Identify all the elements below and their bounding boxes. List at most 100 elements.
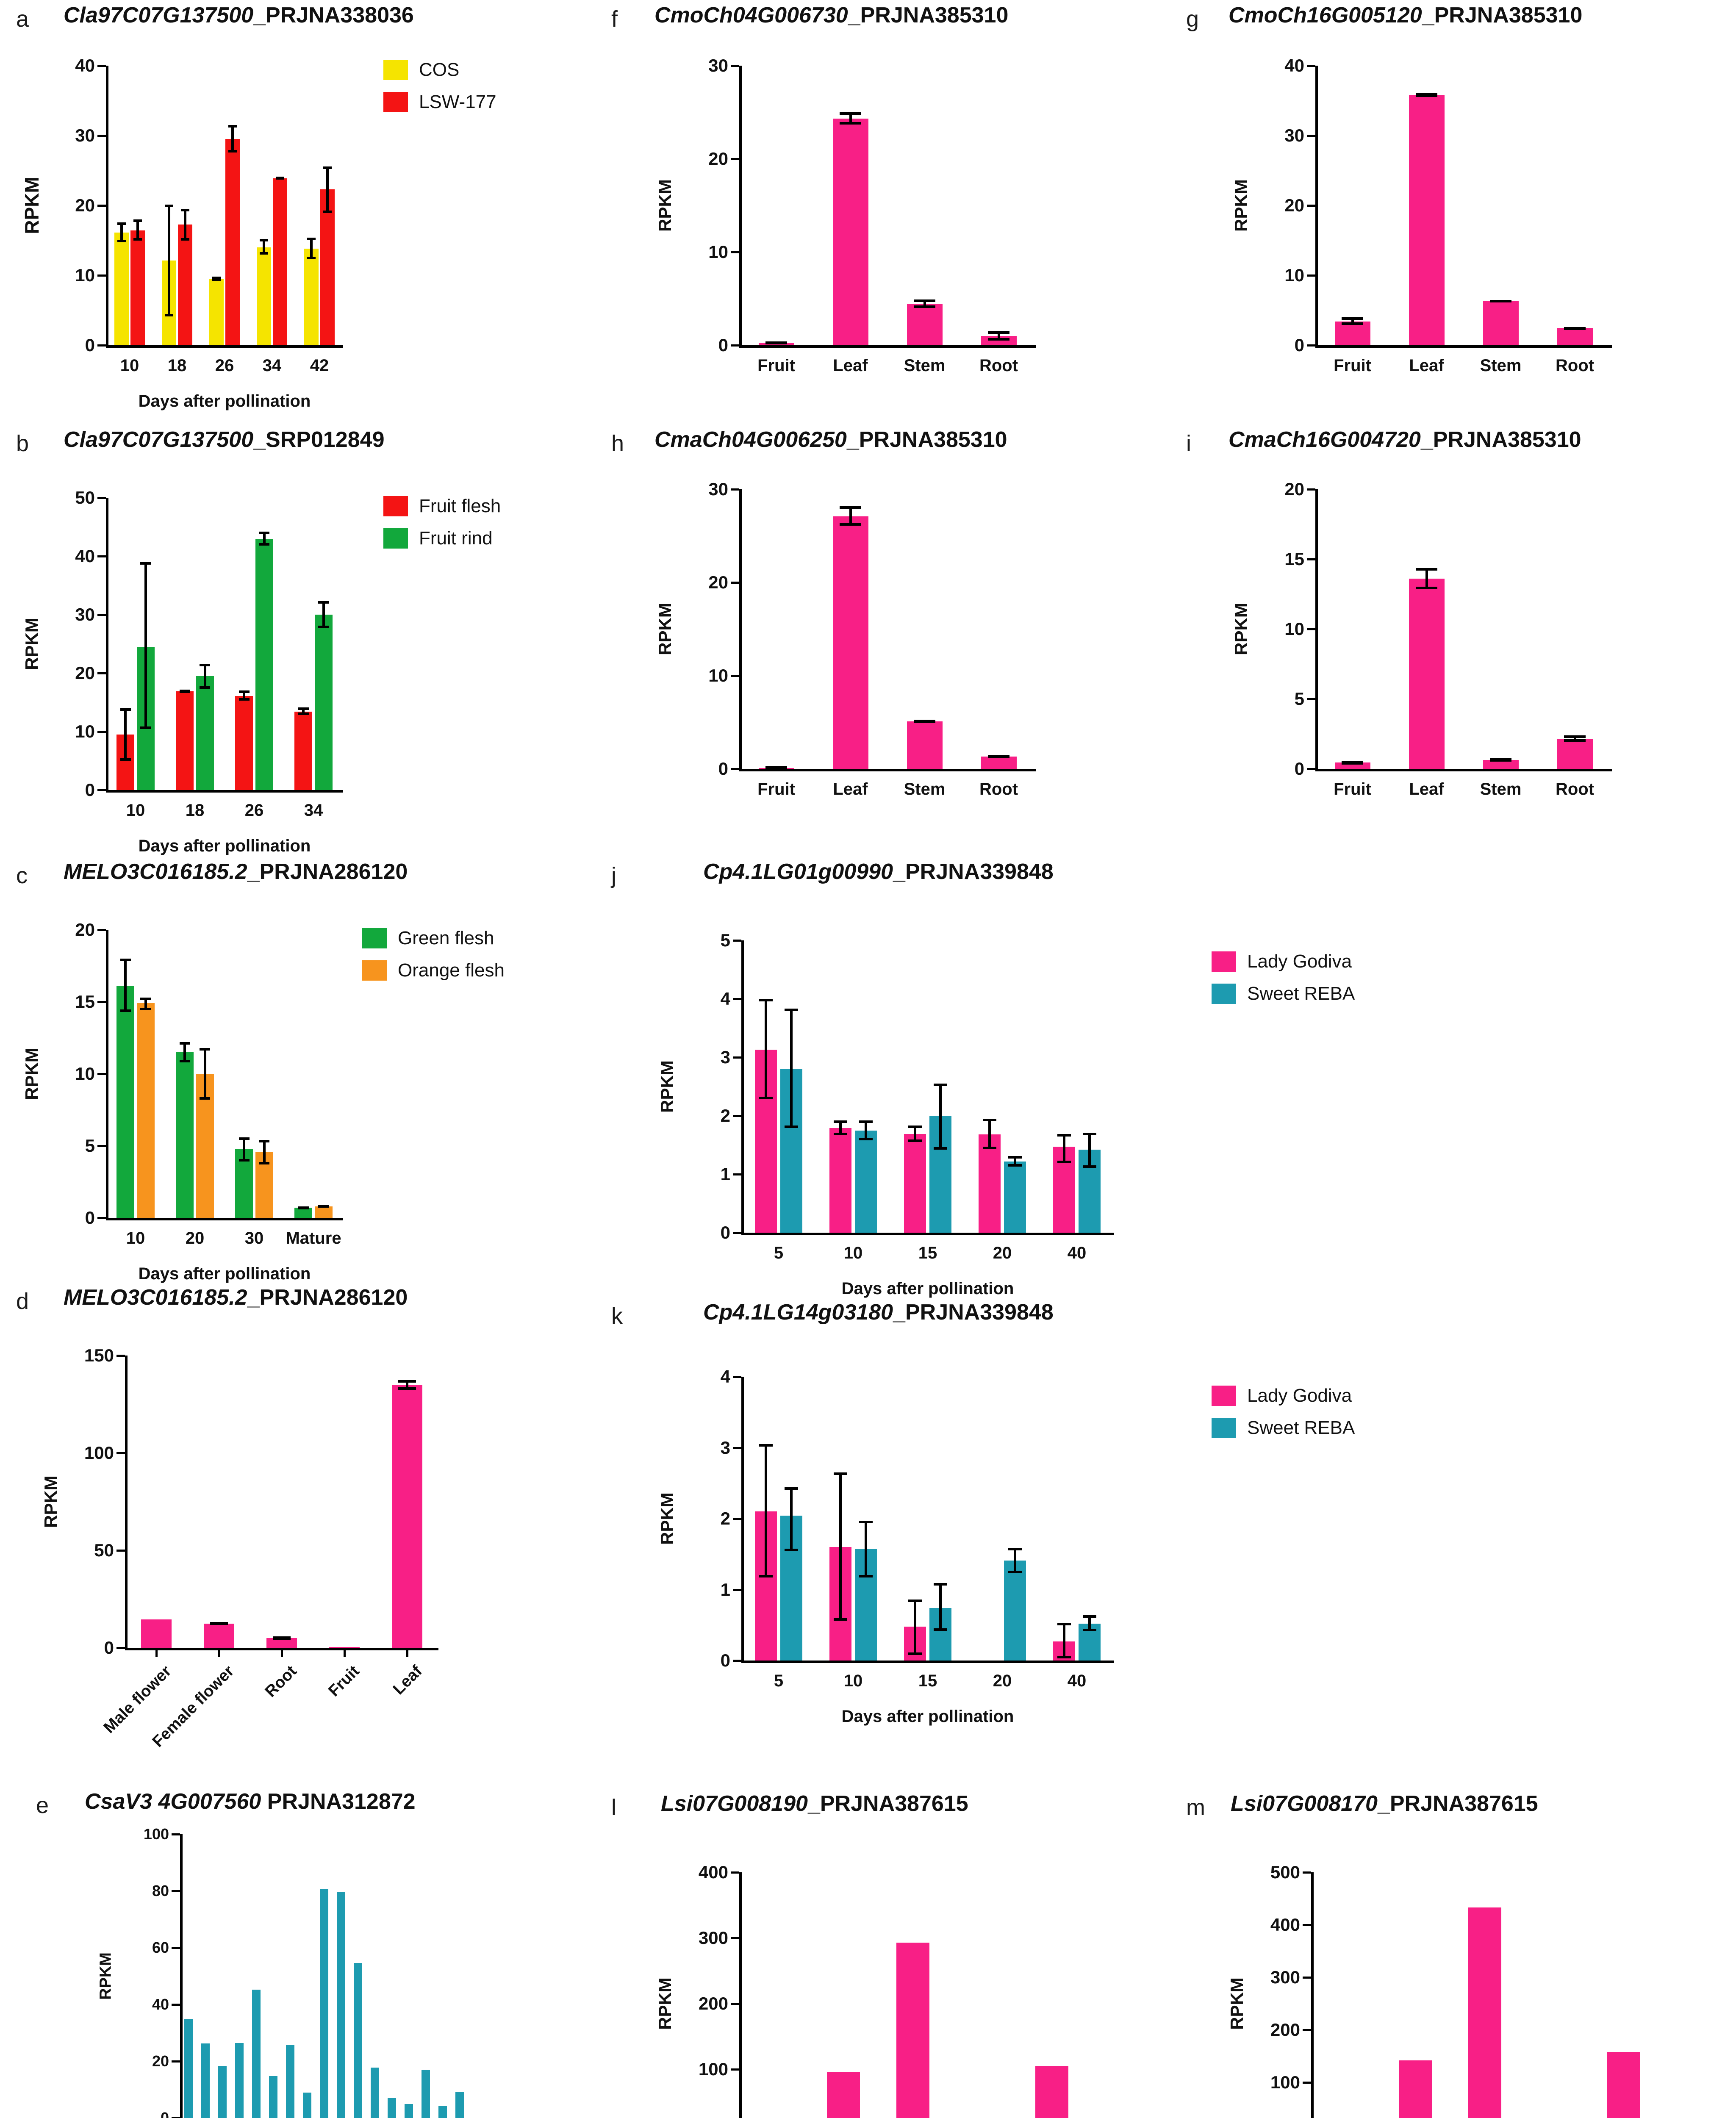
y-tick-d-0: [116, 1647, 125, 1649]
bar-j-1-1: [854, 1130, 877, 1233]
y-tick-k-3: [733, 1447, 741, 1449]
plot-area-c: 0 5 10 15 20 RPKM 10 20 30 Mature Days after polli…: [22, 920, 343, 1283]
bar-e-1-0: [201, 2043, 210, 2118]
panel-title-gene-m: Lsi07G008170: [1231, 1791, 1378, 1816]
panel-letter-m: m: [1186, 1795, 1205, 1820]
y-tick-k-4: [733, 1376, 741, 1378]
error-cap-bottom-f-1-0: [840, 122, 861, 125]
y-axis-m: [1311, 1872, 1314, 2118]
error-cap-bottom-j-1-0: [834, 1132, 847, 1135]
error-cap-top-c-2-1: [259, 1140, 270, 1143]
y-tick-label-c-3: 15: [75, 992, 95, 1012]
error-cap-bottom-c-3-0: [298, 1206, 309, 1209]
y-tick-b-2: [97, 672, 106, 674]
bar-f-1-0: [832, 119, 868, 345]
y-tick-label-j-2: 2: [720, 1106, 730, 1126]
y-tick-label-i-3: 15: [1284, 549, 1304, 569]
error-cap-top-j-2-1: [934, 1084, 947, 1087]
panel-letter-a: a: [16, 6, 29, 32]
plot-area-f: 0 10 20 30 RPKM Fruit Leaf Stem Root: [655, 55, 1036, 375]
y-tick-i-0: [1307, 768, 1315, 770]
panel-title-project-f: _PRJNA385310: [848, 3, 1009, 28]
y-tick-label-f-3: 30: [708, 55, 728, 75]
panel-letter-j: j: [611, 863, 616, 888]
legend-item-a-0: COS: [383, 59, 496, 80]
y-tick-label-b-5: 50: [75, 488, 95, 507]
panel-letter-b: b: [16, 431, 29, 456]
bar-a-0-0: [114, 233, 129, 345]
panel-title-gene-l: Lsi07G008190: [661, 1791, 808, 1816]
y-tick-label-m-5: 500: [1270, 1862, 1300, 1882]
error-cap-bottom-a-2-1: [228, 150, 237, 152]
error-cap-bottom-c-1-0: [179, 1059, 190, 1062]
y-tick-m-3: [1303, 1977, 1311, 1979]
bar-i-2-0: [1483, 760, 1519, 769]
y-tick-i-3: [1307, 558, 1315, 560]
x-tick-label-k-2: 15: [918, 1672, 937, 1690]
y-tick-d-1: [116, 1550, 125, 1552]
error-cap-top-a-4-0: [307, 237, 316, 240]
bar-d-3-0: [329, 1647, 360, 1648]
error-bar-c-0-0: [124, 959, 127, 1012]
y-tick-m-5: [1303, 1871, 1311, 1874]
legend-item-k-0: Lady Godiva: [1212, 1385, 1355, 1406]
y-tick-a-2: [97, 205, 106, 207]
x-axis-label-k: Days after pollination: [841, 1707, 1014, 1726]
bar-e-10-0: [354, 1963, 362, 2118]
error-cap-bottom-a-1-1: [180, 238, 190, 241]
error-bar-b-1-1: [203, 663, 206, 689]
y-axis-c: [106, 930, 108, 1218]
panel-title-gene-e: CsaV3 4G007560: [85, 1789, 261, 1814]
panel-title-project-b: _SRP012849: [253, 427, 385, 452]
panel-letter-k: k: [611, 1303, 623, 1329]
bar-e-3-0: [235, 2043, 244, 2118]
legend-item-j-1: Sweet REBA: [1212, 983, 1355, 1004]
error-cap-top-a-2-1: [228, 125, 237, 128]
error-cap-top-k-2-1: [934, 1583, 947, 1586]
bar-a-1-1: [178, 224, 192, 345]
x-tick-label-b-2: 26: [244, 801, 264, 820]
x-axis-j: [741, 1233, 1114, 1235]
y-axis-j: [741, 940, 744, 1233]
y-tick-i-4: [1307, 488, 1315, 491]
bar-j-3-0: [978, 1134, 1001, 1233]
y-tick-k-2: [733, 1518, 741, 1520]
error-cap-top-d-4-0: [398, 1380, 416, 1383]
x-tick-label-a-3: 34: [262, 356, 282, 375]
error-cap-bottom-k-4-1: [1083, 1629, 1096, 1632]
bar-a-4-1: [320, 189, 335, 345]
x-tick-label-j-1: 10: [843, 1244, 863, 1262]
error-bar-j-3-0: [988, 1118, 991, 1149]
error-cap-top-a-1-0: [164, 205, 174, 208]
legend-label-j-1: Sweet REBA: [1247, 983, 1355, 1004]
y-tick-c-3: [97, 1001, 106, 1003]
plot-area-l: 0100200300400RPKMFlowerFruitLeafRootStem: [655, 1862, 1087, 2118]
plot-area-b: 0 10 20 30 40 50 RPKM 10 18 26 34 Days after pollin…: [22, 488, 343, 855]
y-tick-label-h-2: 20: [708, 572, 728, 592]
error-cap-bottom-d-1-0: [210, 1622, 228, 1625]
panel-title-project-d: _PRJNA286120: [247, 1285, 408, 1310]
bar-e-11-0: [371, 2067, 379, 2118]
x-axis-c: [106, 1218, 343, 1220]
panel-title-gene-j: Cp4.1LG01g00990: [703, 859, 893, 884]
error-cap-bottom-b-0-0: [120, 758, 131, 761]
legend-item-b-0: Fruit flesh: [383, 496, 501, 517]
error-cap-top-b-2-1: [259, 532, 270, 535]
error-cap-bottom-c-2-1: [259, 1162, 270, 1165]
bar-m-1-0: [1398, 2060, 1432, 2118]
panel-title-m: Lsi07G008170_PRJNA387615: [1231, 1793, 1538, 1815]
y-tick-a-3: [97, 135, 106, 137]
error-bar-j-2-0: [914, 1126, 917, 1142]
y-tick-label-i-4: 20: [1284, 479, 1304, 499]
error-cap-top-k-0-1: [785, 1487, 798, 1490]
panel-letter-g: g: [1186, 6, 1199, 32]
legend-item-c-1: Orange flesh: [362, 960, 505, 981]
error-cap-top-k-2-0: [908, 1599, 922, 1602]
y-axis-l: [739, 1872, 742, 2118]
bar-e-4-0: [252, 1989, 261, 2118]
error-cap-top-j-0-0: [759, 999, 773, 1001]
x-tick-d-1: [218, 1648, 220, 1657]
error-bar-b-2-1: [263, 532, 266, 546]
y-tick-j-4: [733, 998, 741, 1000]
x-tick-label-c-0: 10: [126, 1229, 145, 1248]
